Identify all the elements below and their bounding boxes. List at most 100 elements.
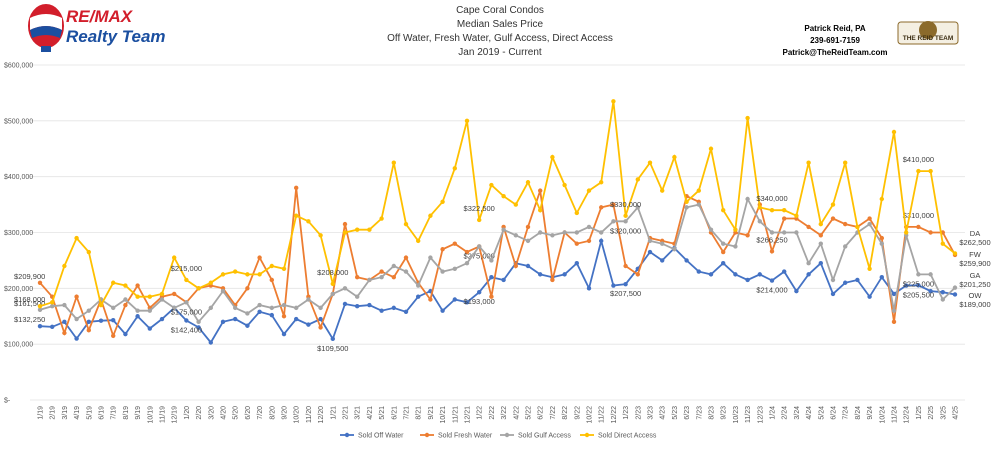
- data-point: [111, 333, 116, 338]
- data-point: [86, 249, 92, 255]
- x-tick-label: 11/23: [745, 406, 752, 423]
- data-point: [50, 324, 55, 330]
- data-point: [782, 230, 787, 235]
- data-point: [123, 297, 128, 302]
- data-point: [172, 255, 177, 260]
- x-tick-label: 8/23: [709, 406, 716, 420]
- data-point: [403, 255, 409, 260]
- value-label: $205,500: [903, 290, 934, 299]
- data-point: [782, 216, 787, 221]
- data-point: [172, 305, 177, 311]
- legend-label: Sold Off Water: [358, 433, 404, 440]
- data-point: [830, 277, 836, 283]
- x-tick-label: 5/23: [672, 406, 679, 420]
- data-point: [769, 230, 775, 235]
- data-point: [660, 258, 665, 263]
- series-short: OW: [969, 291, 983, 300]
- data-point: [452, 297, 457, 302]
- data-point: [245, 272, 250, 277]
- value-label: $175,000: [171, 307, 202, 316]
- data-point: [403, 309, 409, 314]
- data-point: [538, 230, 543, 235]
- data-point: [574, 210, 579, 216]
- data-point: [294, 316, 299, 322]
- data-point: [464, 118, 470, 124]
- data-point: [233, 316, 238, 322]
- data-point: [86, 328, 92, 333]
- data-point: [452, 266, 457, 271]
- data-point: [574, 230, 579, 235]
- data-point: [879, 274, 884, 280]
- x-tick-label: 6/21: [391, 406, 398, 420]
- data-point: [721, 241, 726, 246]
- data-point: [769, 207, 775, 213]
- data-point: [135, 294, 140, 299]
- data-point: [477, 290, 482, 295]
- y-tick-label: $500,000: [4, 118, 33, 125]
- title-line: Median Sales Price: [457, 19, 544, 30]
- data-point: [733, 272, 738, 277]
- data-point: [196, 286, 201, 291]
- value-label: $132,250: [14, 315, 45, 324]
- legend-marker: [344, 432, 350, 438]
- data-point: [647, 238, 653, 244]
- data-point: [123, 302, 128, 308]
- x-tick-label: 1/20: [184, 406, 191, 420]
- data-point: [940, 290, 945, 295]
- data-point: [586, 238, 592, 244]
- data-point: [233, 305, 238, 311]
- value-label: $310,000: [903, 211, 934, 220]
- data-point: [50, 304, 55, 309]
- data-point: [794, 288, 799, 294]
- data-point: [623, 213, 628, 218]
- data-point: [635, 177, 640, 182]
- value-label: $262,500: [959, 238, 990, 247]
- value-label: $109,500: [317, 344, 348, 353]
- data-point: [464, 300, 470, 305]
- data-point: [147, 294, 152, 299]
- data-point: [489, 274, 494, 280]
- title-line: Cape Coral Condos: [456, 5, 544, 16]
- x-tick-label: 5/22: [526, 406, 533, 420]
- x-tick-label: 11/20: [306, 406, 313, 423]
- data-point: [37, 307, 43, 313]
- data-point: [806, 160, 811, 165]
- data-point: [281, 331, 287, 337]
- data-point: [281, 302, 287, 308]
- x-tick-label: 1/21: [330, 406, 337, 420]
- x-tick-label: 2/22: [489, 406, 496, 420]
- value-label: $340,000: [756, 194, 787, 203]
- data-point: [684, 199, 689, 204]
- badge: THE REID TEAM: [897, 21, 959, 45]
- x-tick-label: 9/21: [428, 406, 435, 420]
- data-point: [562, 272, 567, 277]
- data-point: [220, 272, 226, 277]
- x-tick-label: 2/20: [196, 406, 203, 420]
- contact-line: Patrick@TheReidTeam.com: [782, 48, 887, 57]
- data-point: [769, 278, 775, 283]
- legend-marker: [424, 432, 430, 438]
- data-point: [830, 216, 836, 221]
- x-tick-label: 10/19: [147, 406, 154, 424]
- data-point: [342, 286, 348, 291]
- x-tick-label: 6/20: [245, 406, 252, 420]
- x-tick-label: 3/20: [208, 406, 215, 420]
- data-point: [440, 199, 445, 204]
- data-point: [843, 221, 848, 227]
- data-point: [330, 336, 335, 342]
- data-point: [477, 217, 482, 223]
- data-point: [928, 288, 933, 294]
- data-point: [159, 316, 165, 322]
- x-tick-label: 7/24: [843, 406, 850, 420]
- data-point: [172, 291, 177, 297]
- data-point: [281, 266, 287, 271]
- value-label: $320,000: [610, 226, 641, 235]
- data-point: [208, 305, 213, 311]
- y-tick-label: $100,000: [4, 342, 33, 349]
- data-point: [62, 263, 67, 269]
- x-tick-label: 9/23: [721, 406, 728, 420]
- data-point: [257, 309, 262, 314]
- data-point: [74, 294, 79, 299]
